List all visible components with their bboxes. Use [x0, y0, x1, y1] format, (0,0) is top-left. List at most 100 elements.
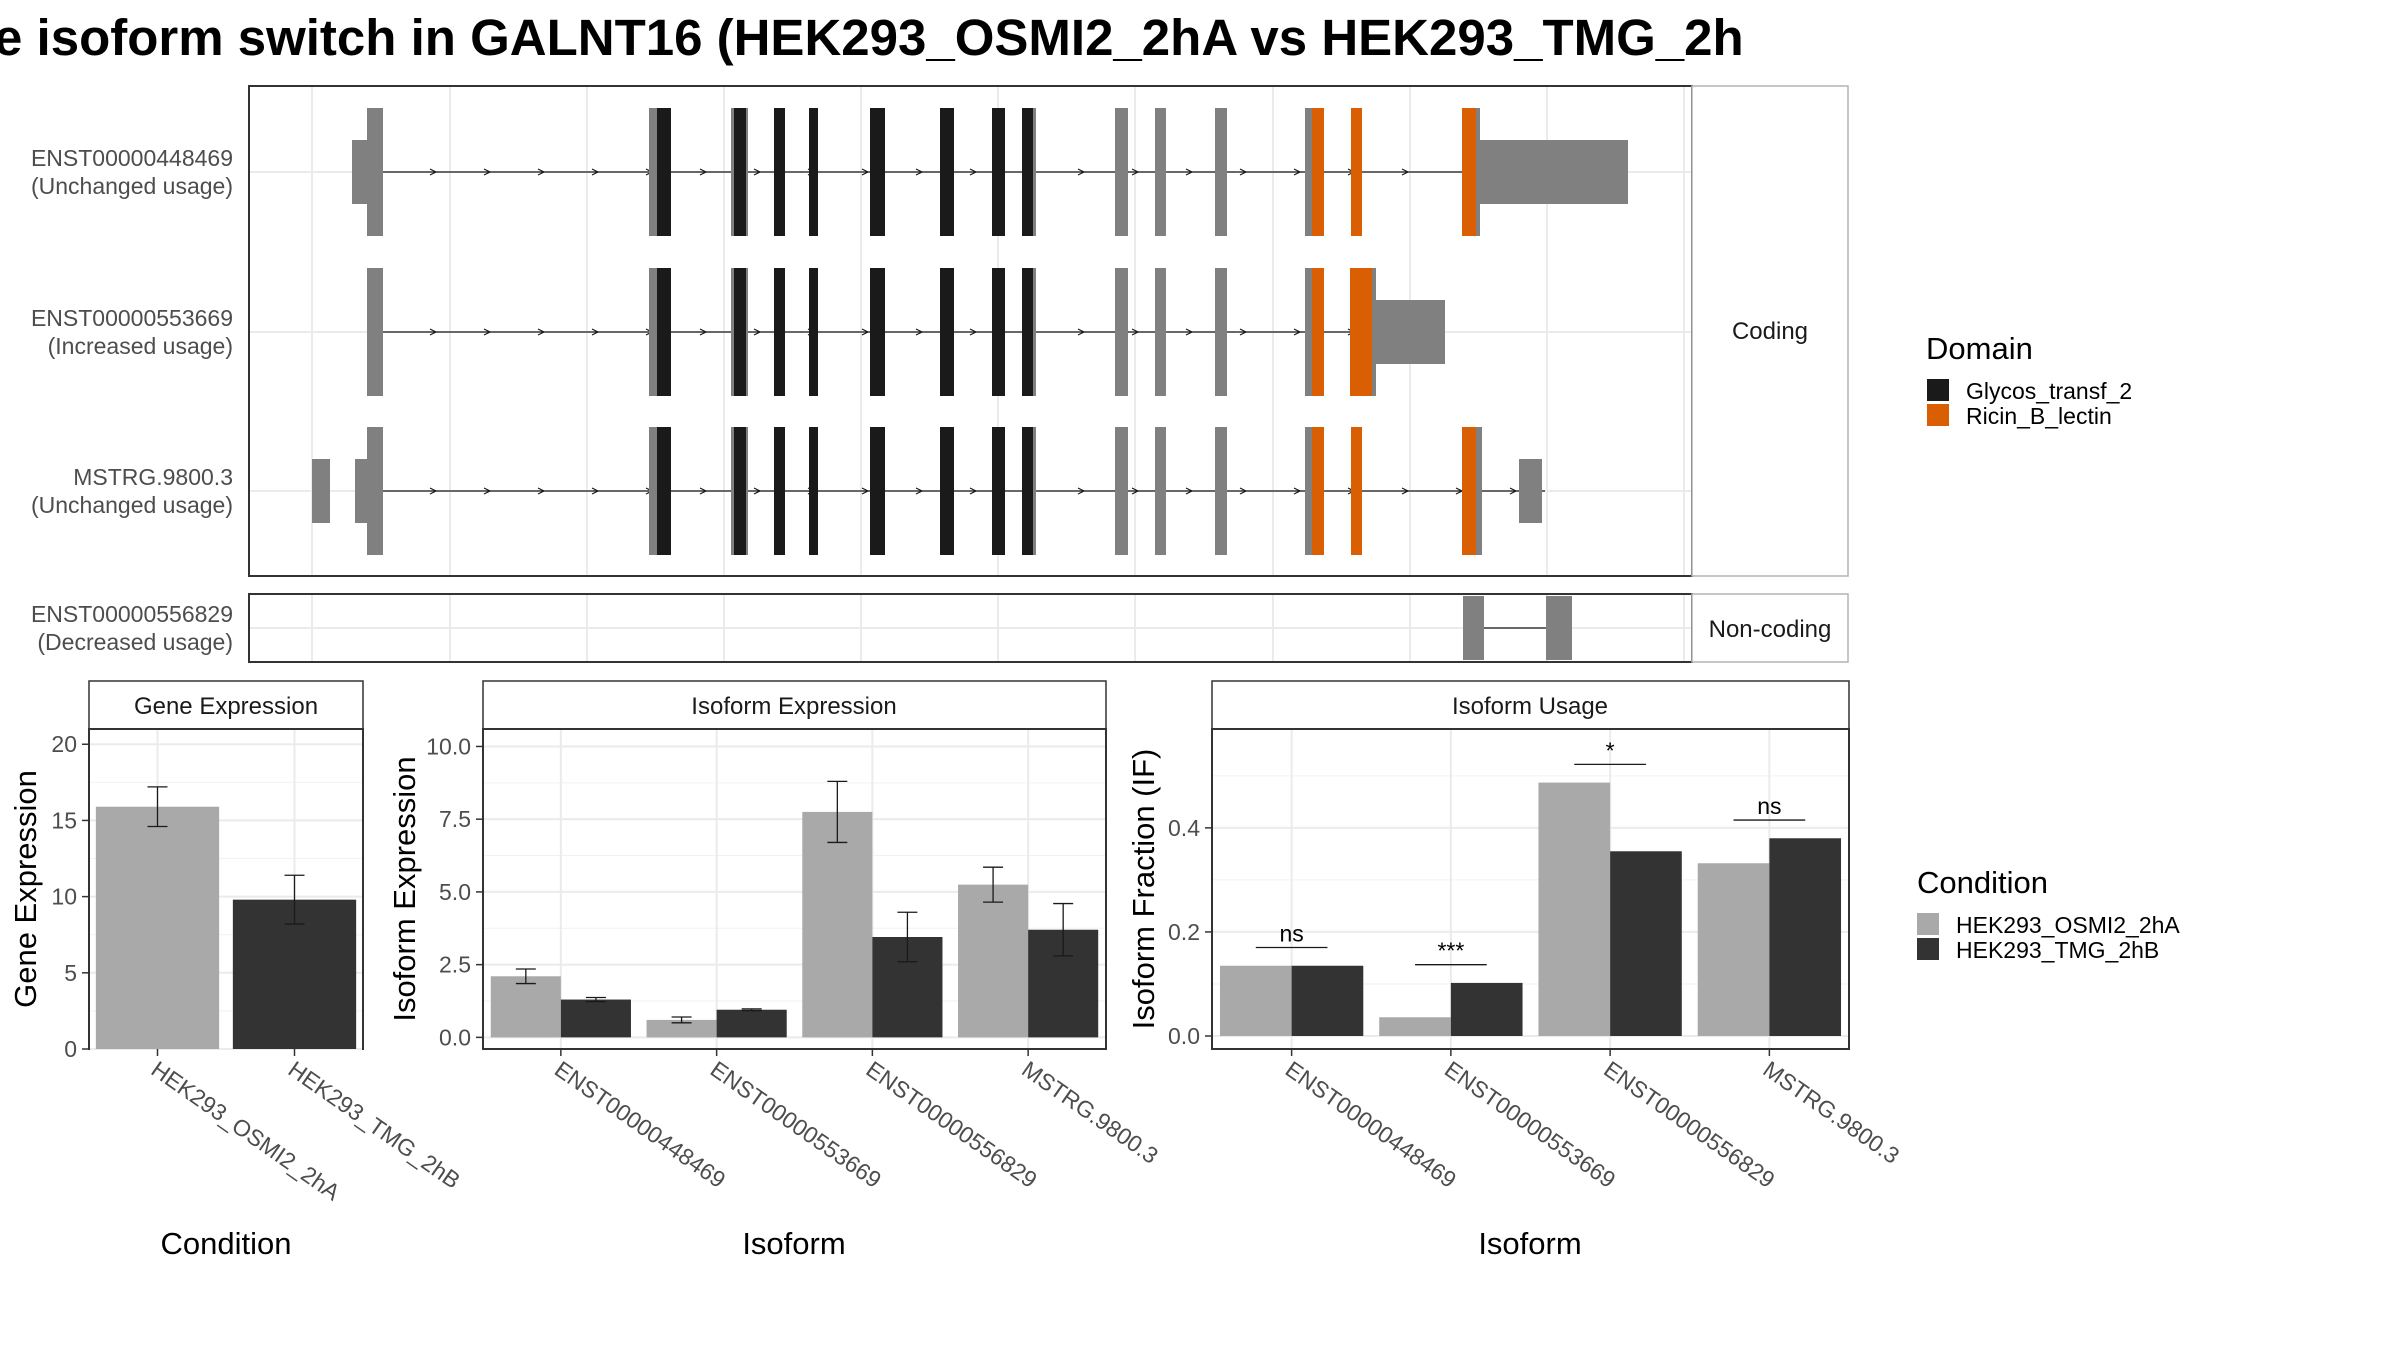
bar: [1697, 863, 1770, 1036]
strand-arrow: [753, 487, 762, 495]
significance-label: *: [1606, 737, 1615, 763]
coding-exon: [1305, 268, 1314, 396]
strand-arrow: [591, 168, 600, 176]
noncoding-exon: [1463, 596, 1484, 660]
y-tick-label: 0.2: [1168, 919, 1200, 945]
strand-arrow: [1293, 487, 1302, 495]
x-axis-title: Isoform: [742, 1226, 845, 1261]
y-tick-label: 0: [64, 1036, 77, 1062]
strand-arrow: [699, 168, 708, 176]
glycos-transf-2-domain: [1022, 427, 1033, 555]
coding-strip-label: Coding: [1732, 318, 1808, 345]
glycos-transf-2-domain: [870, 427, 885, 555]
strand-arrow: [1185, 328, 1194, 336]
ricin-b-lectin-domain: [1462, 427, 1476, 555]
glycos-transf-2-domain: [774, 427, 785, 555]
x-axis-title: Isoform: [1478, 1226, 1581, 1261]
glycos-transf-2-domain: [774, 108, 785, 236]
strand-arrow: [1185, 168, 1194, 176]
coding-exon: [1115, 268, 1128, 396]
glycos-transf-2-domain: [1022, 108, 1033, 236]
coding-exon: [1215, 427, 1227, 555]
y-tick-label: 10: [51, 884, 77, 910]
coding-exon: [367, 108, 383, 236]
bar: [958, 884, 1029, 1038]
bar-panel: Isoform Usage0.00.20.4ns****nsENST000004…: [1126, 680, 1905, 1261]
bar: [1610, 851, 1682, 1036]
coding-exon: [1305, 427, 1314, 555]
strand-arrow: [537, 328, 546, 336]
strand-arrow: [861, 487, 870, 495]
bar: [1450, 982, 1523, 1036]
strand-arrow: [1239, 328, 1248, 336]
strand-arrow: [483, 487, 492, 495]
x-tick-label: MSTRG.9800.3: [1759, 1056, 1905, 1169]
glycos-transf-2-domain: [734, 268, 746, 396]
strand-arrow: [1293, 168, 1302, 176]
x-tick-label: ENST00000553669: [1440, 1056, 1620, 1193]
glycos-transf-2-domain: [809, 427, 818, 555]
glycos-transf-2-domain: [657, 268, 671, 396]
strand-arrow: [915, 487, 924, 495]
coding-exon: [1155, 108, 1166, 236]
legend-label-glycos-transf-2: Glycos_transf_2: [1966, 378, 2132, 404]
y-axis-title: Isoform Expression: [387, 756, 422, 1021]
glycos-transf-2-domain: [870, 108, 885, 236]
panel-title: Isoform Usage: [1452, 693, 1608, 720]
bar: [490, 976, 561, 1038]
ricin-b-lectin-domain: [1312, 268, 1324, 396]
strand-arrow: [915, 328, 924, 336]
glycos-transf-2-domain: [940, 427, 954, 555]
bar: [802, 811, 873, 1038]
isoform-label-usage: (Unchanged usage): [31, 492, 233, 518]
glycos-transf-2-domain: [870, 268, 885, 396]
legend-key-glycos-transf-2: [1927, 379, 1949, 401]
strand-arrow: [429, 168, 438, 176]
glycos-transf-2-domain: [992, 427, 1005, 555]
strand-arrow: [1077, 328, 1086, 336]
strand-arrow: [969, 487, 978, 495]
bar-panel: Isoform Expression 0.0 2.5 5.0 7.5 10.0 ENST00…: [387, 680, 1163, 1261]
coding-exon: [1215, 268, 1227, 396]
strand-arrow: [537, 487, 546, 495]
coding-exon: [1305, 108, 1314, 236]
ricin-b-lectin-domain: [1312, 108, 1324, 236]
x-axis-title: Condition: [161, 1226, 292, 1261]
noncoding-strip-label: Non-coding: [1709, 616, 1832, 643]
isoform-label-id: MSTRG.9800.3: [73, 464, 233, 490]
y-tick-label: 0.4: [1168, 815, 1200, 841]
strand-arrow: [483, 328, 492, 336]
isoform-label-id: ENST00000553669: [31, 305, 233, 331]
y-tick-label: 20: [51, 731, 77, 757]
y-tick-label: 7.5: [439, 806, 471, 832]
strand-arrow: [753, 168, 762, 176]
glycos-transf-2-domain: [657, 108, 671, 236]
bar-panels: Gene Expression05101520HEK293_OSMI2_2hAH…: [8, 680, 1905, 1261]
y-axis-title: Gene Expression: [8, 770, 43, 1008]
transcript-tracks: [312, 108, 1628, 660]
x-tick-label: ENST00000556829: [1599, 1056, 1779, 1193]
y-tick-label: 0.0: [439, 1024, 471, 1050]
glycos-transf-2-domain: [1022, 268, 1033, 396]
utr-exon: [1375, 300, 1445, 364]
legend-label-condition-b: HEK293_TMG_2hB: [1956, 937, 2159, 963]
bar: [1219, 965, 1292, 1036]
panel-title: Isoform Expression: [691, 693, 896, 720]
domain-legend-title: Domain: [1926, 331, 2033, 366]
strand-arrow: [1185, 487, 1194, 495]
utr-exon: [1475, 140, 1628, 204]
coding-exon: [367, 427, 383, 555]
utr-exon: [1519, 459, 1542, 523]
utr-exon: [352, 140, 367, 204]
strand-arrow: [1239, 168, 1248, 176]
strand-arrow: [1509, 487, 1518, 495]
y-axis-title: Isoform Fraction (IF): [1126, 749, 1161, 1030]
x-tick-label: ENST00000556829: [862, 1056, 1042, 1193]
coding-exon: [1115, 427, 1128, 555]
strand-arrow: [1401, 487, 1410, 495]
significance-label: ***: [1437, 938, 1464, 964]
legend-key-condition-b: [1917, 938, 1939, 960]
strand-arrow: [969, 328, 978, 336]
y-tick-label: 10.0: [426, 733, 471, 759]
strand-arrow: [1239, 487, 1248, 495]
